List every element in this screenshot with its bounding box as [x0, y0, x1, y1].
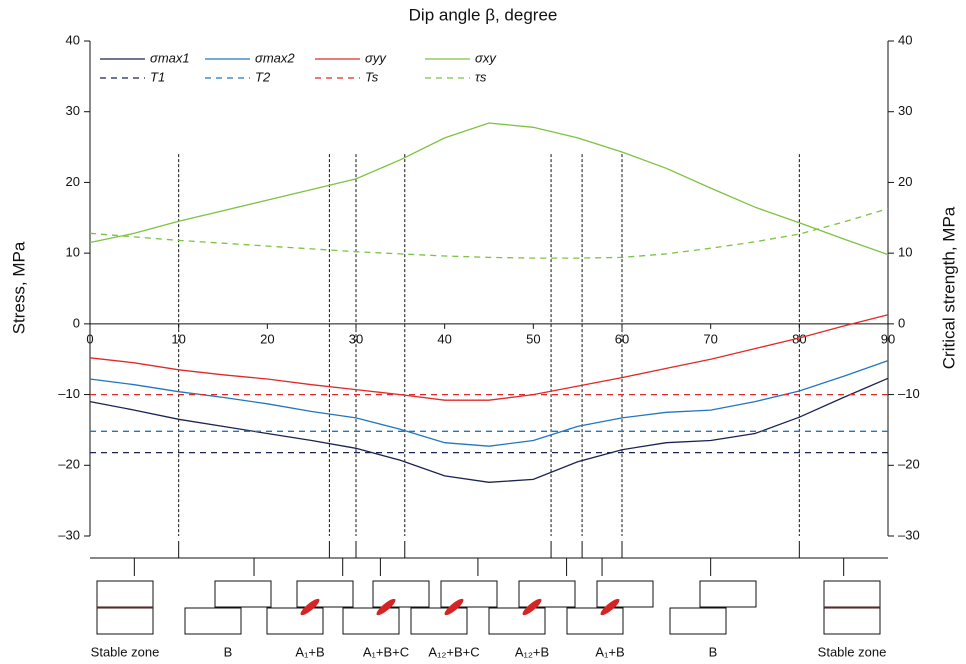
series-line	[89, 377, 889, 483]
y-axis-label: Stress, MPa	[9, 241, 28, 334]
crack	[376, 598, 396, 616]
block	[214, 580, 272, 608]
block	[96, 607, 154, 635]
legend-label: σmax2	[255, 50, 295, 65]
y-tick-label: 10	[66, 245, 80, 260]
x-tick-label: 10	[171, 331, 185, 346]
zone-label: Stable zone	[91, 644, 160, 659]
y2-tick-label: –20	[898, 457, 920, 472]
series-line	[89, 207, 889, 259]
x-tick-label: 90	[881, 331, 895, 346]
crack	[444, 598, 464, 616]
crack	[300, 598, 320, 616]
block	[96, 580, 154, 608]
y2-tick-label: 30	[898, 103, 912, 118]
legend-label: T2	[255, 69, 271, 84]
legend-label: Ts	[365, 69, 379, 84]
y-tick-label: 0	[73, 315, 80, 330]
y2-tick-label: 0	[898, 315, 905, 330]
x-tick-label: 60	[615, 331, 629, 346]
block	[410, 607, 468, 635]
legend-label: σxy	[475, 50, 497, 65]
x-tick-label: 50	[526, 331, 540, 346]
block	[699, 580, 757, 608]
y2-tick-label: –10	[898, 386, 920, 401]
zone-label: A₁₂+B+C	[428, 644, 479, 659]
block	[596, 580, 654, 608]
block	[669, 607, 727, 635]
block	[342, 607, 400, 635]
y-tick-label: –20	[58, 457, 80, 472]
block	[372, 580, 430, 608]
series-line	[89, 359, 889, 447]
y2-tick-label: 40	[898, 32, 912, 47]
chart-title: Dip angle β, degree	[409, 5, 558, 24]
block	[566, 607, 624, 635]
series-line	[89, 122, 889, 256]
legend-label: T1	[150, 69, 165, 84]
x-tick-label: 80	[792, 331, 806, 346]
x-tick-label: 40	[437, 331, 451, 346]
y2-tick-label: 20	[898, 174, 912, 189]
legend-label: σmax1	[150, 50, 190, 65]
y-tick-label: 40	[66, 32, 80, 47]
block	[184, 607, 242, 635]
legend-label: σyy	[365, 50, 387, 65]
block	[518, 580, 576, 608]
zone-label: B	[224, 644, 233, 659]
zone-label: A₁₂+B	[515, 644, 549, 659]
x-tick-label: 70	[703, 331, 717, 346]
y-tick-label: 20	[66, 174, 80, 189]
block	[296, 580, 354, 608]
x-tick-label: 30	[349, 331, 363, 346]
block	[823, 607, 881, 635]
x-tick-label: 20	[260, 331, 274, 346]
zone-label: Stable zone	[818, 644, 887, 659]
y2-tick-label: –30	[898, 527, 920, 542]
block	[823, 580, 881, 608]
zone-label: B	[709, 644, 718, 659]
legend-label: τs	[475, 69, 487, 84]
zone-label: A₁+B	[595, 644, 624, 659]
block	[488, 607, 546, 635]
x-tick-label: 0	[86, 331, 93, 346]
zone-label: A₁+B+C	[363, 644, 409, 659]
block	[440, 580, 498, 608]
y-tick-label: –30	[58, 527, 80, 542]
crack	[600, 598, 620, 616]
y-tick-label: 30	[66, 103, 80, 118]
block	[266, 607, 324, 635]
zone-label: A₁+B	[295, 644, 324, 659]
series-line	[89, 314, 889, 401]
y-tick-label: –10	[58, 386, 80, 401]
crack	[522, 598, 542, 616]
y2-axis-label: Critical strength, MPa	[939, 206, 958, 369]
y2-tick-label: 10	[898, 245, 912, 260]
